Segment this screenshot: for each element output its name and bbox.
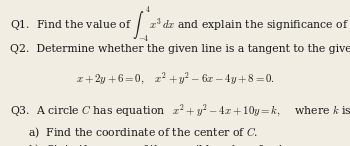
- Text: Q1.  Find the value of $\int_{-4}^{4} x^3\, dx$ and explain the significance of : Q1. Find the value of $\int_{-4}^{4} x^3…: [10, 6, 350, 44]
- Text: a)  Find the coordinate of the center of $C$.: a) Find the coordinate of the center of …: [28, 126, 258, 140]
- Text: $x + 2y + 6 = 0, \quad x^2 + y^2 - 6x - 4y + 8 = 0.$: $x + 2y + 6 = 0, \quad x^2 + y^2 - 6x - …: [76, 70, 274, 86]
- Text: Q2.  Determine whether the given line is a tangent to the given circle,: Q2. Determine whether the given line is …: [10, 44, 350, 54]
- Text: Q3.  A circle $C$ has equation $\;\; x^2 + y^2 - 4x + 10y = k, \quad$ where $k$ : Q3. A circle $C$ has equation $\;\; x^2 …: [10, 102, 350, 118]
- Text: b)  State the range of the possible values for $k$.: b) State the range of the possible value…: [28, 142, 287, 146]
